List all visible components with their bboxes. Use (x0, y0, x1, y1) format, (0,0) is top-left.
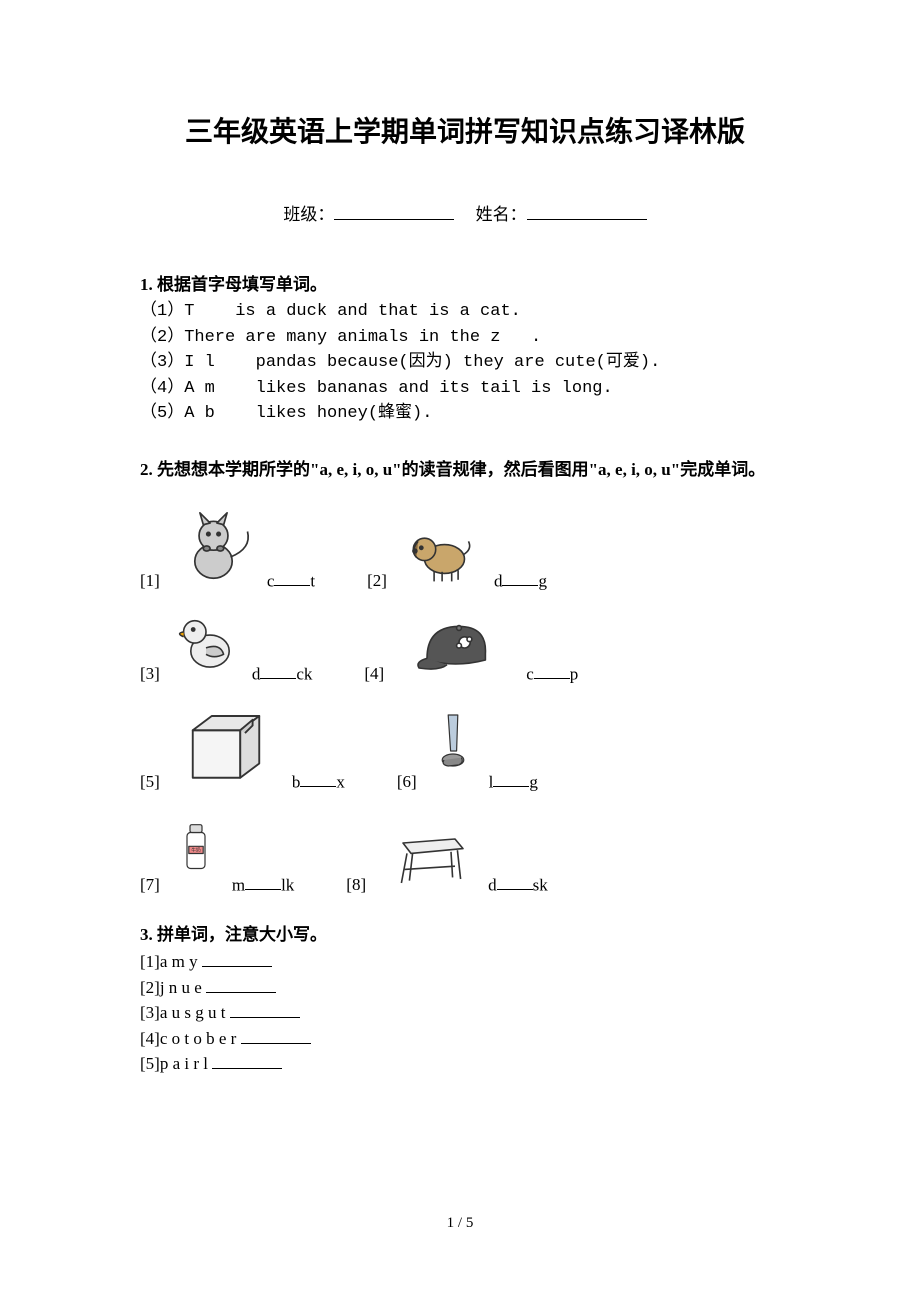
word-fragment: mlk (232, 875, 294, 895)
scramble-item: [2]j n u e (140, 975, 790, 1001)
section-3-items: [1]a m y [2]j n u e [3]a u s g u t [4]c … (140, 949, 790, 1077)
page-footer: 1 / 5 (0, 1215, 920, 1232)
section-3: 3. 拼单词，注意大小写。 [1]a m y [2]j n u e [3]a u… (140, 920, 790, 1077)
pic-index: [2] (367, 571, 387, 591)
leg-icon (423, 692, 483, 792)
page: 三年级英语上学期单词拼写知识点练习译林版 班级： 姓名： 1. 根据首字母填写单… (0, 0, 920, 1077)
name-label: 姓名： (476, 205, 527, 224)
scramble-item: [3]a u s g u t (140, 1000, 790, 1026)
pic-index: [4] (364, 664, 384, 684)
pic-index: [1] (140, 571, 160, 591)
word-fragment: bx (292, 772, 345, 792)
q1-3: （3）I l pandas because(因为) they are cute(… (140, 350, 790, 376)
class-blank (334, 203, 454, 220)
q1-2: （2）There are many animals in the z . (140, 325, 790, 351)
q1-5: （5）A b likes honey(蜂蜜). (140, 401, 790, 427)
pic-index: [3] (140, 664, 160, 684)
form-line: 班级： 姓名： (140, 200, 790, 225)
section-1: 1. 根据首字母填写单词。 （1）T is a duck and that is… (140, 270, 790, 427)
word-fragment: dg (494, 571, 547, 591)
scramble-item: [1]a m y (140, 949, 790, 975)
pic-index: [5] (140, 772, 160, 792)
pic-index: [8] (346, 875, 366, 895)
dog-icon (393, 511, 488, 591)
section-3-head: 3. 拼单词，注意大小写。 (140, 920, 790, 945)
cat-icon (166, 506, 261, 591)
picture-row: [7] 牛奶 mlk [8] dsk (140, 800, 790, 895)
picture-row: [5] bx [6] lg (140, 692, 790, 792)
scramble-item: [4]c o t o b e r (140, 1026, 790, 1052)
word-fragment: dsk (488, 875, 548, 895)
duck-icon (166, 599, 246, 684)
word-fragment: dck (252, 664, 313, 684)
box-icon (166, 697, 286, 792)
picture-rows: [1] ct [2] dg [3] dck [4] cp [5] bx [6] lg [7]… (140, 506, 790, 895)
picture-row: [3] dck [4] cp (140, 599, 790, 684)
section-2-head: 2. 先想想本学期所学的"a, e, i, o, u"的读音规律，然后看图用"a… (140, 457, 790, 483)
page-title: 三年级英语上学期单词拼写知识点练习译林版 (140, 110, 790, 150)
milk-icon: 牛奶 (166, 800, 226, 895)
desk-icon (372, 815, 482, 895)
section-1-head: 1. 根据首字母填写单词。 (140, 270, 790, 295)
q1-1: （1）T is a duck and that is a cat. (140, 299, 790, 325)
word-fragment: lg (489, 772, 538, 792)
q1-4: （4）A m likes bananas and its tail is lon… (140, 376, 790, 402)
cap-icon (390, 604, 520, 684)
word-fragment: cp (526, 664, 578, 684)
pic-index: [6] (397, 772, 417, 792)
class-label: 班级： (283, 205, 334, 224)
name-blank (527, 203, 647, 220)
picture-row: [1] ct [2] dg (140, 506, 790, 591)
word-fragment: ct (267, 571, 315, 591)
section-2: 2. 先想想本学期所学的"a, e, i, o, u"的读音规律，然后看图用"a… (140, 457, 790, 896)
scramble-item: [5]p a i r l (140, 1051, 790, 1077)
pic-index: [7] (140, 875, 160, 895)
